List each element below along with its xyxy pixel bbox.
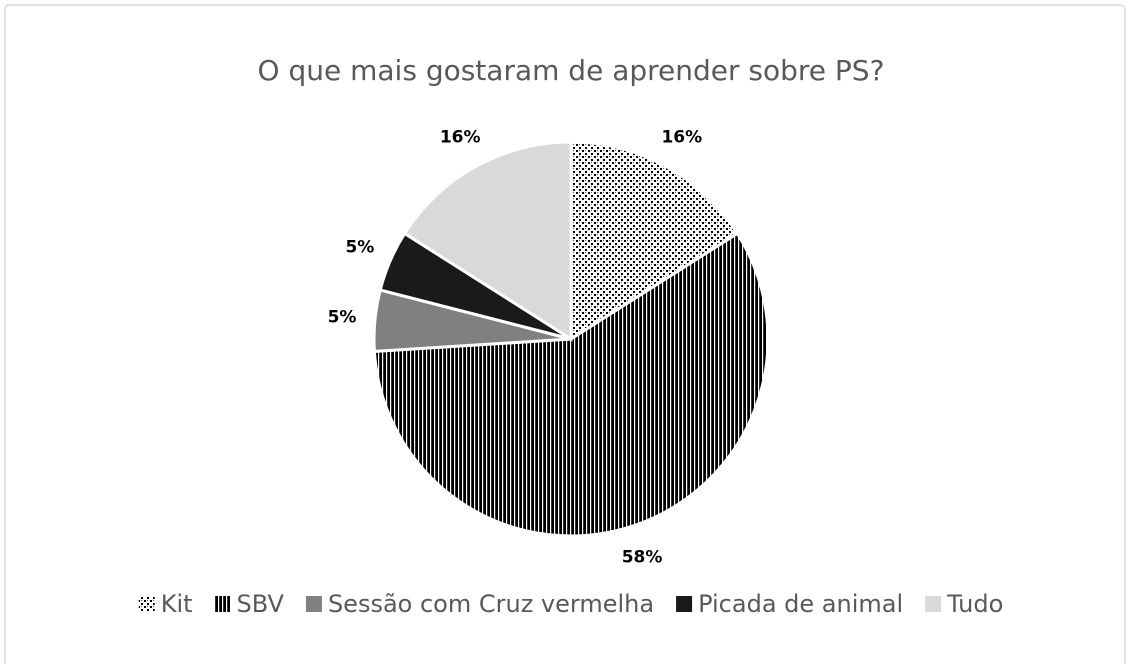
legend-label: Sessão com Cruz vermelha	[328, 590, 654, 618]
legend-label: SBV	[237, 590, 285, 618]
legend-swatch	[305, 596, 322, 612]
data-label: 5%	[345, 238, 374, 258]
pie-slice	[402, 140, 573, 342]
legend-label: Tudo	[946, 590, 1003, 618]
data-label: 16%	[661, 127, 702, 147]
legend-swatch	[138, 596, 155, 612]
pie-slice	[372, 231, 770, 538]
pie-slice	[569, 140, 740, 342]
chart-title: O que mais gostaram de aprender sobre PS…	[258, 54, 885, 87]
legend-swatch	[925, 596, 942, 612]
data-label: 58%	[622, 548, 663, 568]
legend-label: Kit	[161, 590, 193, 618]
legend-label: Picada de animal	[698, 590, 903, 618]
legend-swatch	[676, 596, 693, 612]
data-label: 5%	[328, 307, 357, 327]
legend-swatch	[214, 596, 231, 612]
data-label: 16%	[440, 127, 481, 147]
